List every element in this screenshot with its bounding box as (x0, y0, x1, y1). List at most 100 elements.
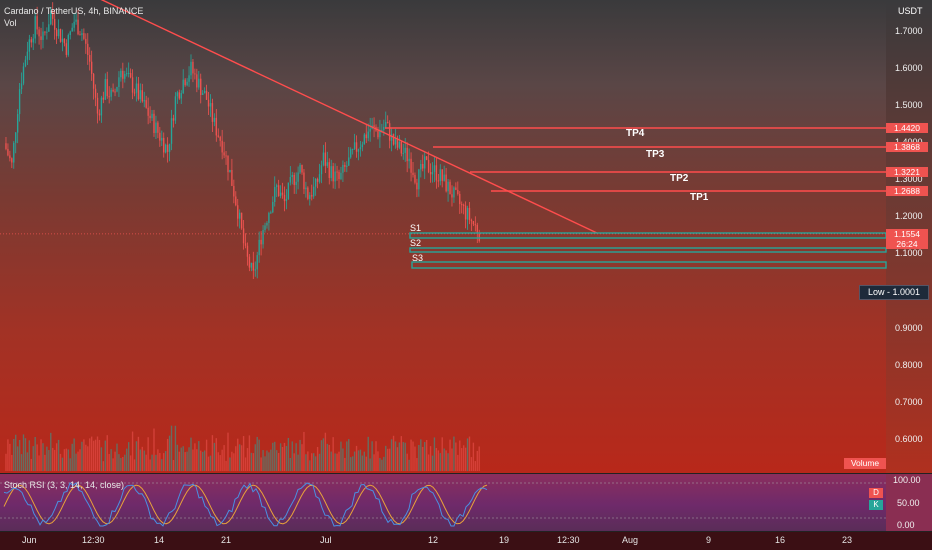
candle-body (464, 205, 467, 220)
candle-body (52, 11, 54, 19)
candle-body (439, 169, 441, 182)
tp1-price-tag: 1.2688 (886, 186, 928, 196)
candle-body (164, 144, 167, 153)
candle-body (174, 96, 177, 121)
volume-bar (182, 446, 184, 471)
volume-bar (178, 451, 180, 471)
volume-bar (250, 452, 253, 471)
pane-separator[interactable] (0, 473, 932, 474)
volume-bar (375, 441, 377, 471)
candle-body (324, 152, 327, 166)
volume-bar (353, 451, 356, 471)
candle-body (246, 245, 249, 257)
candle-body (194, 73, 196, 75)
currency-label[interactable]: USDT (898, 6, 923, 16)
volume-bar (412, 441, 414, 471)
candle-body (244, 243, 247, 246)
candle-body (229, 170, 231, 173)
oscillator-axis (886, 474, 932, 531)
volume-bar (55, 443, 58, 471)
volume-bar (455, 442, 457, 471)
volume-bar (94, 439, 97, 471)
volume-bar (50, 432, 52, 471)
volume-bar (402, 442, 404, 471)
volume-legend[interactable]: Vol (4, 18, 17, 28)
volume-bar (20, 454, 23, 471)
volume-bar (274, 441, 276, 471)
candle-body (309, 195, 311, 199)
price-pane[interactable] (0, 0, 886, 473)
volume-bar (289, 458, 292, 471)
candle-body (365, 134, 367, 139)
volume-bar (293, 453, 295, 471)
volume-bar (371, 441, 373, 471)
candle-body (44, 31, 46, 33)
candle-body (392, 134, 395, 145)
candle-body (468, 207, 471, 221)
stoch-rsi-pane[interactable] (0, 474, 886, 531)
candle-body (297, 172, 299, 182)
volume-bar (127, 442, 130, 471)
candle-body (79, 34, 81, 36)
candle-body (262, 229, 264, 245)
candle-body (114, 91, 116, 93)
candle-body (357, 149, 360, 152)
volume-bar (225, 460, 227, 471)
volume-bar (174, 425, 177, 471)
volume-bar (340, 441, 342, 471)
volume-bar (15, 434, 17, 471)
candle-body (311, 195, 313, 197)
volume-bar (408, 459, 410, 471)
candle-body (461, 204, 463, 206)
volume-bar (151, 454, 153, 471)
volume-bar (367, 436, 369, 471)
candle-body (87, 43, 89, 56)
time-label-aug: Aug (622, 535, 639, 545)
volume-bar (309, 460, 311, 471)
candle-body (420, 163, 422, 170)
candle-body (42, 31, 44, 40)
candle-body (166, 144, 169, 152)
candle-body (180, 93, 182, 99)
time-axis[interactable] (0, 531, 932, 550)
volume-bar (268, 452, 270, 471)
candle-body (472, 221, 475, 225)
volume-bar (108, 453, 110, 471)
volume-bar (476, 450, 478, 471)
stoch-rsi-legend[interactable]: Stoch RSI (3, 3, 14, 14, close) (4, 480, 125, 490)
candle-body (11, 158, 13, 163)
volume-bar (242, 436, 245, 471)
candle-body (443, 174, 445, 181)
candle-body (147, 107, 149, 116)
candle-body (100, 97, 103, 116)
candle-body (406, 147, 408, 162)
volume-bar (285, 445, 288, 471)
volume-bar (110, 449, 112, 471)
candle-body (40, 36, 42, 40)
volume-bar (437, 450, 440, 471)
candle-body (184, 79, 186, 86)
candle-body (277, 185, 280, 197)
tp2-price-tag: 1.3221 (886, 167, 928, 177)
volume-bar (18, 439, 21, 471)
candle-body (108, 96, 110, 98)
volume-bar (217, 452, 219, 471)
volume-bar (313, 453, 315, 471)
volume-bar (279, 443, 282, 471)
candle-body (429, 171, 432, 175)
candle-body (133, 92, 136, 94)
volume-bar (137, 436, 140, 471)
volume-bar (453, 436, 455, 471)
candle-body (118, 77, 120, 88)
volume-bar (28, 440, 31, 471)
candle-body (455, 187, 457, 190)
volume-bar (441, 437, 443, 471)
volume-bar (135, 441, 138, 471)
osc-tick-100: 100.00 (893, 475, 921, 485)
volume-bar (227, 432, 229, 471)
candle-body (163, 137, 165, 153)
symbol-legend[interactable]: Cardano / TetherUS, 4h, BINANCE (4, 6, 144, 16)
candle-body (9, 155, 11, 159)
volume-bar (200, 450, 202, 471)
time-label: 12 (428, 535, 439, 545)
